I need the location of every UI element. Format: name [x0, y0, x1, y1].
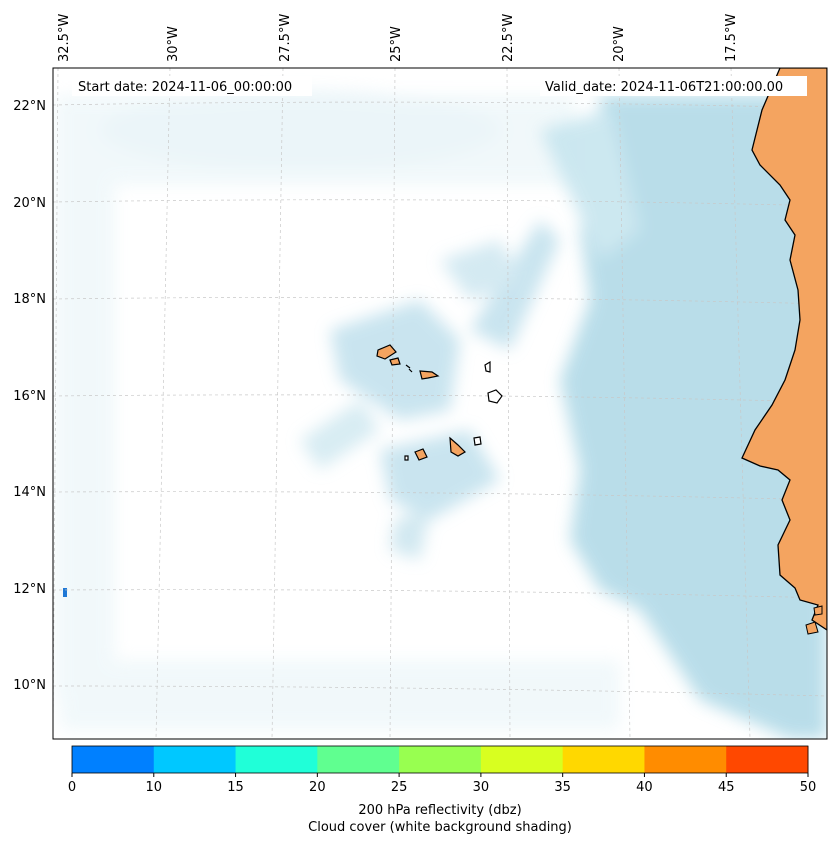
colorbar-tick-label: 30	[473, 780, 490, 795]
colorbar-tick-label: 20	[309, 780, 326, 795]
lat-label: 10°N	[13, 678, 46, 693]
lon-label: 25°W	[389, 26, 404, 62]
graticule	[53, 68, 827, 739]
lon-label: 27.5°W	[278, 14, 293, 62]
colorbar-segment	[562, 746, 645, 773]
cape-verde-islands	[376, 344, 503, 461]
lat-label: 20°N	[13, 196, 46, 211]
map-plot-area: Start date: 2024-11-06_00:00:00 Valid_da…	[53, 68, 827, 739]
lat-label: 12°N	[13, 582, 46, 597]
lon-label: 22.5°W	[501, 14, 516, 62]
map-frame	[52, 67, 828, 740]
colorbar-frame	[71, 745, 809, 774]
colorbar-segment	[235, 746, 318, 773]
africa-landmass	[741, 68, 827, 631]
colorbar-tick-label: 45	[718, 780, 735, 795]
colorbar-label-line2: Cloud cover (white background shading)	[308, 820, 572, 835]
colorbar-segment	[399, 746, 482, 773]
bijagos-islands	[805, 605, 823, 635]
colorbar-tick-label: 35	[554, 780, 571, 795]
lon-label: 32.5°W	[57, 14, 72, 62]
cloud-cover-main	[540, 95, 827, 739]
colorbar: 0 10 15 20 25 30 35 40 45 50	[68, 745, 817, 795]
colorbar-segment	[317, 746, 400, 773]
cloud-cover-streaks	[300, 220, 560, 560]
lon-label: 30°W	[166, 26, 181, 62]
lat-label: 14°N	[13, 485, 46, 500]
colorbar-tick-label: 0	[68, 780, 76, 795]
lat-label: 18°N	[13, 292, 46, 307]
start-date-box	[72, 76, 312, 96]
valid-date-box	[540, 76, 807, 96]
valid-date-label: Valid_date: 2024-11-06T21:00:00.00	[545, 80, 783, 95]
colorbar-tick-label: 15	[227, 780, 244, 795]
cloud-cover-light	[55, 90, 620, 730]
colorbar-tick-label: 10	[146, 780, 163, 795]
lat-label: 16°N	[13, 389, 46, 404]
colorbar-segment	[644, 746, 727, 773]
colorbar-tick-label: 50	[800, 780, 817, 795]
colorbar-tick-label: 40	[636, 780, 653, 795]
reflectivity-cell	[63, 588, 67, 597]
latitude-labels: 22°N 20°N 18°N 16°N 14°N 12°N 10°N	[13, 99, 46, 693]
colorbar-segment	[726, 746, 809, 773]
lon-label: 20°W	[612, 26, 627, 62]
start-date-label: Start date: 2024-11-06_00:00:00	[78, 80, 292, 95]
lat-label: 22°N	[13, 99, 46, 114]
longitude-labels: 32.5°W 30°W 27.5°W 25°W 22.5°W 20°W 17.5…	[57, 14, 739, 62]
lon-label: 17.5°W	[724, 14, 739, 62]
colorbar-segment	[72, 746, 155, 773]
colorbar-segment	[153, 746, 237, 773]
colorbar-label-line1: 200 hPa reflectivity (dbz)	[358, 803, 521, 818]
colorbar-tick-label: 25	[391, 780, 408, 795]
colorbar-segment	[480, 746, 564, 773]
